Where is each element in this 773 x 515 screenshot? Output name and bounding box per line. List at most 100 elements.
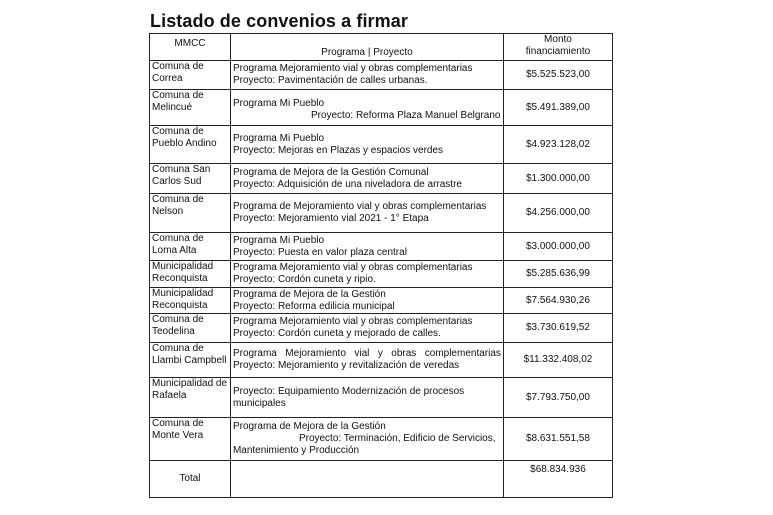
monto-cell: $1.300.000,00	[502, 163, 614, 194]
page-title: Listado de convenios a firmar	[150, 11, 408, 31]
mmcc-cell: Comuna de Monte Vera	[149, 417, 231, 461]
mmcc-line-2: Loma Alta	[152, 245, 197, 256]
mmcc-cell: Comuna de Nelson	[149, 193, 231, 233]
programa-line: Programa Mi Pueblo	[232, 234, 325, 246]
proyecto-line: Proyecto: Mejoramiento vial 2021 - 1° Et…	[232, 213, 429, 224]
monto-cell: $7.564.930,26	[502, 287, 614, 314]
mmcc-line-2: Nelson	[152, 206, 184, 217]
total-row: Total $68.834.936	[149, 460, 614, 498]
programa-cell: Programa Mejoramiento vial y obras compl…	[229, 260, 504, 288]
table-row: Municipalidad Reconquista Programa Mejora…	[149, 260, 614, 288]
mmcc-cell: Comuna de Loma Alta	[149, 232, 231, 261]
programa-cell: Programa Mi Pueblo Proyecto: Puesta en va…	[229, 232, 504, 261]
proyecto-line: Proyecto: Reforma edilicia municipal	[232, 300, 395, 312]
monto-cell: $4.923.128,02	[502, 125, 614, 164]
mmcc-cell: Comuna de Teodelina	[149, 313, 231, 343]
proyecto-line-cont: Mantenimiento y Producción	[232, 445, 360, 456]
mmcc-line-1: Municipalidad de	[152, 378, 228, 389]
table-row: Comuna de Monte Vera Programa de Mejora d…	[149, 417, 614, 461]
programa-line: Programa Mi Pueblo	[232, 132, 325, 144]
table-row: Comuna de Llambi Campbell Programa Mejora…	[149, 342, 614, 378]
proyecto-line: Proyecto: Cordón cuneta y ripio.	[232, 274, 376, 285]
mmcc-line-1: Comuna de	[152, 418, 204, 429]
table-row: Comuna de Correa Programa Mejoramiento vi…	[149, 60, 614, 90]
programa-line: Programa Mejoramiento vial y obras compl…	[232, 348, 501, 359]
programa-line: Programa de Mejora de la Gestión Comunal	[232, 166, 429, 178]
mmcc-line-2: Monte Vera	[152, 430, 204, 441]
header-mmcc: MMCC	[149, 33, 231, 61]
table-row: Comuna de Melincué Programa Mi Pueblo Proy…	[149, 89, 614, 126]
programa-cell: Programa Mi Pueblo Proyecto: Mejoras en P…	[229, 125, 504, 164]
mmcc-line-2: Llambi Campbell	[152, 355, 227, 366]
mmcc-line-1: Comuna de	[152, 126, 204, 137]
mmcc-cell: Municipalidad Reconquista	[149, 260, 231, 288]
header-monto-line-1: Monto	[544, 34, 572, 45]
mmcc-line-2: Correa	[152, 73, 183, 84]
mmcc-cell: Comuna de Llambi Campbell	[149, 342, 231, 378]
mmcc-line-1: Comuna de	[152, 314, 204, 325]
monto-cell: $3.730.619,52	[502, 313, 614, 343]
mmcc-cell: Municipalidad Reconquista	[149, 287, 231, 314]
header-monto-line-2: financiamiento	[525, 46, 591, 57]
programa-line: Programa Mejoramiento vial y obras compl…	[232, 262, 473, 273]
mmcc-cell: Comuna de Correa	[149, 60, 231, 90]
proyecto-line: Proyecto: Pavimentación de calles urbana…	[232, 75, 428, 86]
programa-line: Proyecto: Equipamiento Modernización de …	[232, 385, 465, 397]
total-empty-cell	[229, 460, 504, 498]
proyecto-line: Proyecto: Reforma Plaza Manuel Belgrano	[310, 109, 501, 121]
programa-line: Programa Mejoramiento vial y obras compl…	[232, 63, 473, 74]
programa-cell: Proyecto: Equipamiento Modernización de …	[229, 377, 504, 418]
table-row: Comuna de Nelson Programa de Mejoramiento…	[149, 193, 614, 233]
monto-cell: $11.332.408,02	[502, 342, 614, 378]
monto-cell: $5.525.523,00	[502, 60, 614, 90]
programa-cell: Programa Mi Pueblo Proyecto: Reforma Plaz…	[229, 89, 504, 126]
programa-line: Programa de Mejoramiento vial y obras co…	[232, 201, 487, 212]
mmcc-cell: Comuna de Melincué	[149, 89, 231, 126]
mmcc-line-2: Teodelina	[152, 326, 195, 337]
table-row: Municipalidad de Rafaela Proyecto: Equipa…	[149, 377, 614, 418]
header-row: MMCC Programa | Proyecto Monto financiami…	[149, 33, 614, 61]
programa-cell: Programa Mejoramiento vial y obras compl…	[229, 313, 504, 343]
header-monto: Monto financiamiento	[502, 33, 614, 61]
total-amount: $68.834.936	[502, 460, 614, 498]
mmcc-line-1: Municipalidad	[152, 288, 214, 299]
table-row: Comuna San Carlos Sud Programa de Mejora …	[149, 163, 614, 194]
proyecto-line: Proyecto: Mejoras en Plazas y espacios v…	[232, 144, 444, 156]
mmcc-line-1: Municipalidad	[152, 261, 214, 272]
mmcc-line-1: Comuna San	[152, 164, 211, 175]
mmcc-cell: Comuna de Pueblo Andino	[149, 125, 231, 164]
monto-cell: $5.285.636,99	[502, 260, 614, 288]
programa-cell: Programa Mejoramiento vial y obras compl…	[229, 342, 504, 378]
monto-cell: $7.793.750,00	[502, 377, 614, 418]
convenios-table: MMCC Programa | Proyecto Monto financiami…	[149, 33, 614, 498]
proyecto-line: Proyecto: Puesta en valor plaza central	[232, 246, 407, 258]
proyecto-line: Proyecto: Terminación, Edificio de Servi…	[298, 433, 496, 444]
mmcc-line-2: Rafaela	[152, 390, 187, 401]
mmcc-line-1: Comuna de	[152, 194, 204, 205]
mmcc-line-1: Comuna de	[152, 61, 204, 72]
monto-cell: $3.000.000,00	[502, 232, 614, 261]
total-label: Total	[149, 460, 231, 498]
mmcc-line-1: Comuna de	[152, 343, 204, 354]
proyecto-line: Proyecto: Cordón cuneta y mejorado de ca…	[232, 328, 441, 339]
proyecto-line: Proyecto: Mejoramiento y revitalización …	[232, 360, 460, 371]
monto-cell: $8.631.551,58	[502, 417, 614, 461]
header-programa: Programa | Proyecto	[229, 33, 504, 61]
monto-cell: $5.491.389,00	[502, 89, 614, 126]
mmcc-line-2: Melincué	[152, 102, 193, 113]
programa-line: Programa Mi Pueblo	[232, 97, 325, 109]
mmcc-cell: Comuna San Carlos Sud	[149, 163, 231, 194]
programa-line: Programa de Mejora de la Gestión	[232, 421, 386, 432]
proyecto-line: Proyecto: Adquisición de una niveladora …	[232, 178, 462, 190]
programa-cell: Programa Mejoramiento vial y obras compl…	[229, 60, 504, 90]
table-row: Comuna de Loma Alta Programa Mi Pueblo Pro…	[149, 232, 614, 261]
monto-cell: $4.256.000,00	[502, 193, 614, 233]
programa-line: Programa Mejoramiento vial y obras compl…	[232, 316, 473, 327]
table-row: Municipalidad Reconquista Programa de Mej…	[149, 287, 614, 314]
mmcc-line-1: Comuna de	[152, 233, 204, 244]
proyecto-line: municipales	[232, 397, 286, 409]
programa-cell: Programa de Mejora de la Gestión Proyecto…	[229, 417, 504, 461]
mmcc-line-2: Pueblo Andino	[152, 138, 217, 149]
table-row: Comuna de Teodelina Programa Mejoramiento…	[149, 313, 614, 343]
programa-cell: Programa de Mejora de la Gestión Proyecto…	[229, 287, 504, 314]
